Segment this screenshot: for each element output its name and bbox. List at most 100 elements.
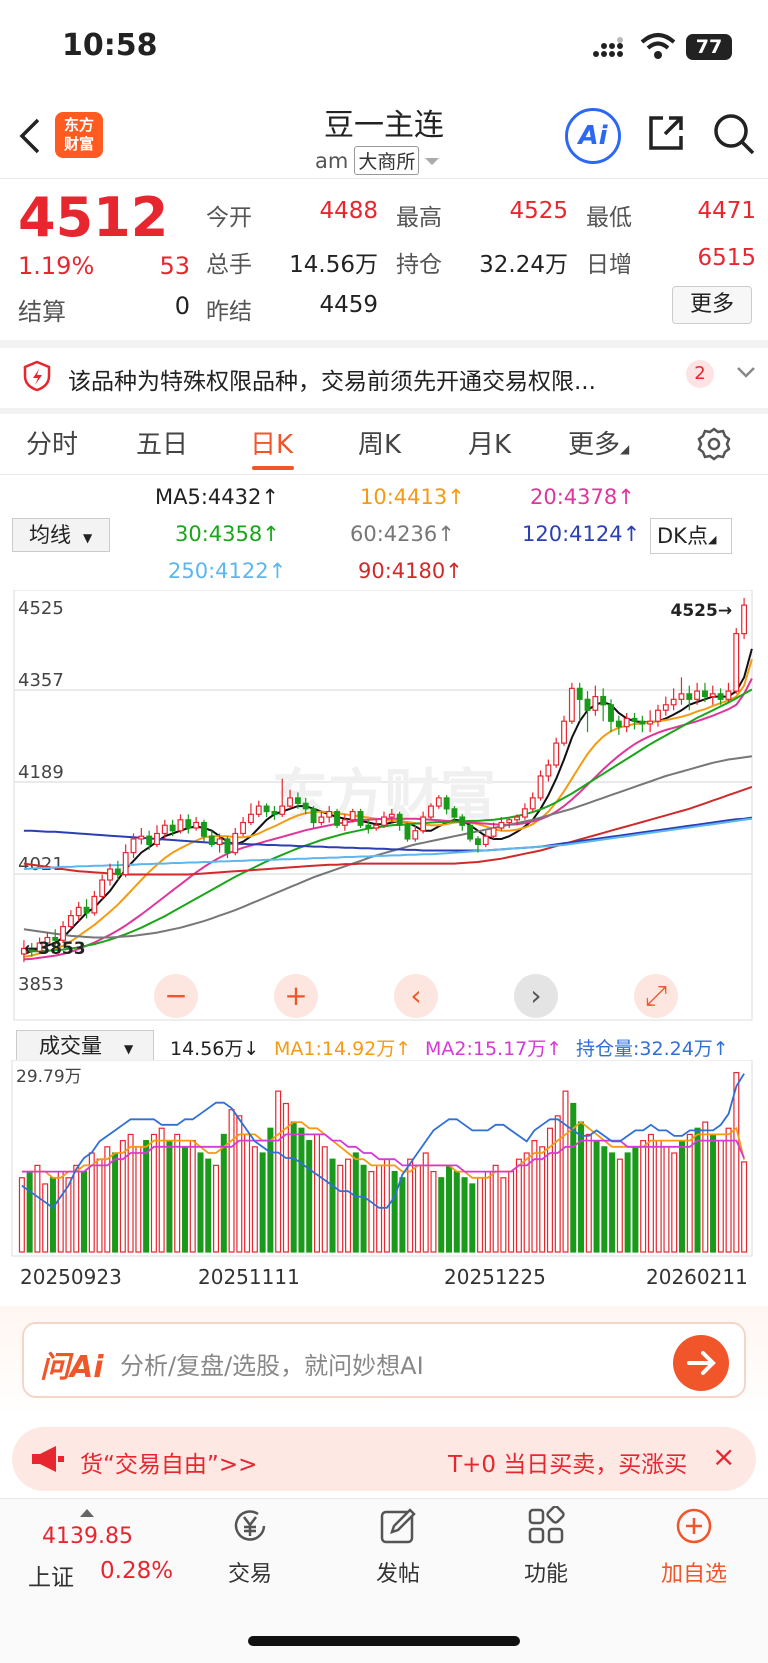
nav-post[interactable]: 发帖	[348, 1506, 448, 1588]
candle-body	[686, 693, 693, 700]
y-axis-label: 4357	[18, 670, 64, 691]
volume-bar	[469, 1183, 476, 1253]
candle-body	[122, 852, 129, 876]
back-arrow-icon[interactable]	[18, 116, 42, 156]
volume-bar	[686, 1133, 693, 1253]
tab-five-day[interactable]: 五日	[136, 430, 189, 460]
gear-icon[interactable]	[696, 426, 732, 462]
candle-body	[169, 824, 176, 832]
ma90-label: 90:4180↑	[358, 559, 463, 583]
candle-body	[349, 810, 356, 821]
tab-weekly-k[interactable]: 周K	[358, 430, 402, 460]
nav-trade[interactable]: 交易	[200, 1506, 300, 1588]
candle	[615, 715, 622, 735]
contract-subtitle[interactable]: am 大商所	[315, 146, 440, 175]
search-icon[interactable]	[712, 112, 756, 156]
tab-daily-k[interactable]: 日K	[250, 430, 294, 460]
permission-notice[interactable]: 该品种为特殊权限品种，交易前须先开通交易权限...	[68, 369, 596, 395]
volume-bar	[213, 1164, 220, 1253]
candle-body	[208, 835, 215, 846]
volume-bar	[609, 1152, 616, 1253]
zoom-out-button[interactable]: −	[154, 974, 198, 1018]
volume-label: 总手	[206, 252, 252, 278]
more-quote-button[interactable]: 更多	[672, 286, 752, 324]
status-time: 10:58	[62, 28, 158, 63]
candle-body	[498, 821, 505, 829]
indicator-select[interactable]: 均线 ▼	[12, 518, 110, 552]
candle	[349, 808, 356, 823]
ma120-label: 120:4124↑	[522, 522, 641, 546]
ai-button[interactable]: Ai	[565, 108, 621, 164]
tab-intraday[interactable]: 分时	[26, 430, 79, 460]
candle	[561, 715, 567, 746]
date-label: 20251225	[444, 1265, 546, 1289]
candle	[341, 814, 348, 831]
index-change[interactable]: 0.28%	[100, 1558, 174, 1584]
volume-ma2-line	[21, 1133, 745, 1173]
ai-input-placeholder[interactable]: 分析/复盘/选股，就问妙想AI	[120, 1352, 424, 1380]
volume-bar	[414, 1164, 421, 1253]
candle-body	[639, 720, 646, 725]
volume-value: 14.56万	[289, 252, 378, 278]
active-tab-indicator	[252, 466, 294, 470]
candle	[482, 830, 489, 848]
candle	[701, 682, 708, 703]
scroll-left-button[interactable]: ‹	[394, 974, 438, 1018]
scroll-left-button-glyph: ‹	[410, 979, 421, 1012]
chart-frame	[13, 590, 753, 1021]
candle-body	[576, 687, 583, 700]
candle	[67, 910, 74, 930]
candle-body	[396, 813, 403, 826]
candle-body	[420, 816, 427, 832]
nav-add-watchlist[interactable]: 加自选	[644, 1506, 744, 1588]
notice-count-badge: 2	[686, 360, 714, 388]
volume-bar	[733, 1071, 740, 1253]
candle	[326, 806, 333, 823]
candle	[733, 628, 740, 694]
index-name[interactable]: 上证	[28, 1565, 74, 1591]
index-value[interactable]: 4139.85	[42, 1524, 133, 1549]
zoom-in-button[interactable]: +	[274, 974, 318, 1018]
tab-more[interactable]: 更多◢	[568, 430, 630, 460]
oi-value: 32.24万	[479, 252, 568, 278]
volume-select-label: 成交量	[39, 1034, 102, 1058]
scroll-right-button-glyph: ›	[530, 979, 541, 1012]
candle	[639, 715, 646, 733]
chevron-down-icon[interactable]	[736, 366, 756, 380]
volume-chart[interactable]: 29.79万	[0, 1060, 768, 1260]
ai-submit-button[interactable]	[673, 1335, 729, 1391]
nav-functions[interactable]: 功能	[496, 1505, 596, 1588]
candle	[318, 811, 325, 826]
ai-input-box[interactable]	[22, 1322, 746, 1398]
candle-body	[717, 693, 724, 700]
volume-bar	[453, 1170, 460, 1253]
candle-body	[232, 832, 239, 854]
promo-banner[interactable]	[12, 1427, 756, 1491]
tab-monthly-k[interactable]: 月K	[468, 430, 512, 460]
close-icon[interactable]: ×	[712, 1440, 736, 1473]
candle-body	[701, 690, 708, 698]
volume-bar	[632, 1146, 639, 1253]
fullscreen-button[interactable]: ⤢	[634, 974, 678, 1018]
candle	[263, 803, 270, 818]
volume-bar	[585, 1133, 592, 1253]
volume-bar	[671, 1152, 678, 1253]
candle-body	[99, 879, 106, 898]
share-icon[interactable]	[645, 112, 687, 154]
ma60-label: 60:4236↑	[350, 522, 455, 546]
volume-bar	[554, 1115, 561, 1253]
volume-current: 14.56万↓	[170, 1038, 260, 1060]
scroll-left-button-bg	[394, 974, 438, 1018]
volume-indicator-select[interactable]: 成交量 ▼	[16, 1030, 154, 1062]
candle	[36, 937, 43, 954]
dk-point-button[interactable]: DK点◢	[650, 518, 732, 554]
volume-bar	[368, 1170, 375, 1253]
candle-body	[506, 819, 513, 824]
volume-bar	[741, 1161, 748, 1253]
candle-body	[193, 821, 200, 829]
candle-body	[310, 808, 317, 824]
candle-body	[279, 805, 286, 815]
volume-bar	[446, 1164, 453, 1253]
scroll-right-button[interactable]: ›	[514, 974, 558, 1018]
